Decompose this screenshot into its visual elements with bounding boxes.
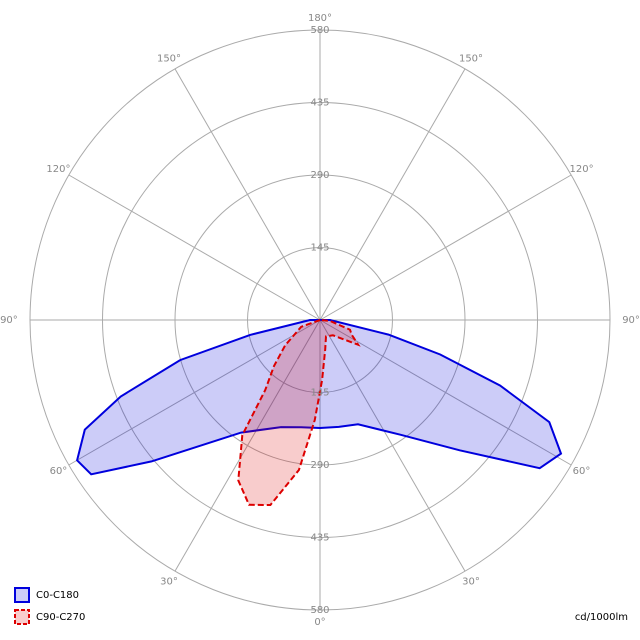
legend-label: C90-C270 [36, 612, 85, 623]
spoke [319, 319, 466, 572]
angle-label: 30° [462, 577, 480, 588]
angle-label: 90° [0, 315, 18, 326]
angle-label: 150° [459, 53, 483, 64]
r-tick-label: 435 [310, 533, 329, 544]
spoke [319, 319, 572, 466]
r-tick-label: 290 [310, 170, 329, 181]
angle-label: 90° [622, 315, 640, 326]
legend-swatch [14, 609, 30, 625]
unit-label: cd/1000lm [575, 612, 628, 623]
spoke [174, 68, 321, 321]
series-area [75, 319, 563, 476]
spoke [319, 68, 466, 321]
r-tick-label: 580 [310, 605, 329, 616]
r-tick-label: 580 [310, 25, 329, 36]
angle-label: 60° [573, 466, 591, 477]
angle-label: 120° [46, 164, 70, 175]
r-tick-label: 145 [310, 388, 329, 399]
angle-label: 0° [314, 617, 325, 628]
r-tick-label: 290 [310, 460, 329, 471]
angle-label: 150° [157, 53, 181, 64]
series-area [237, 318, 361, 507]
spoke [174, 319, 321, 572]
spoke [68, 319, 321, 466]
angle-label: 180° [308, 13, 332, 24]
legend-swatch [14, 587, 30, 603]
angle-label: 60° [50, 466, 68, 477]
angle-label: 120° [569, 164, 593, 175]
r-tick-label: 435 [310, 98, 329, 109]
angle-label: 30° [160, 577, 178, 588]
legend-label: C0-C180 [36, 590, 79, 601]
spoke [68, 174, 321, 321]
r-tick-label: 145 [310, 243, 329, 254]
spoke [319, 174, 572, 321]
